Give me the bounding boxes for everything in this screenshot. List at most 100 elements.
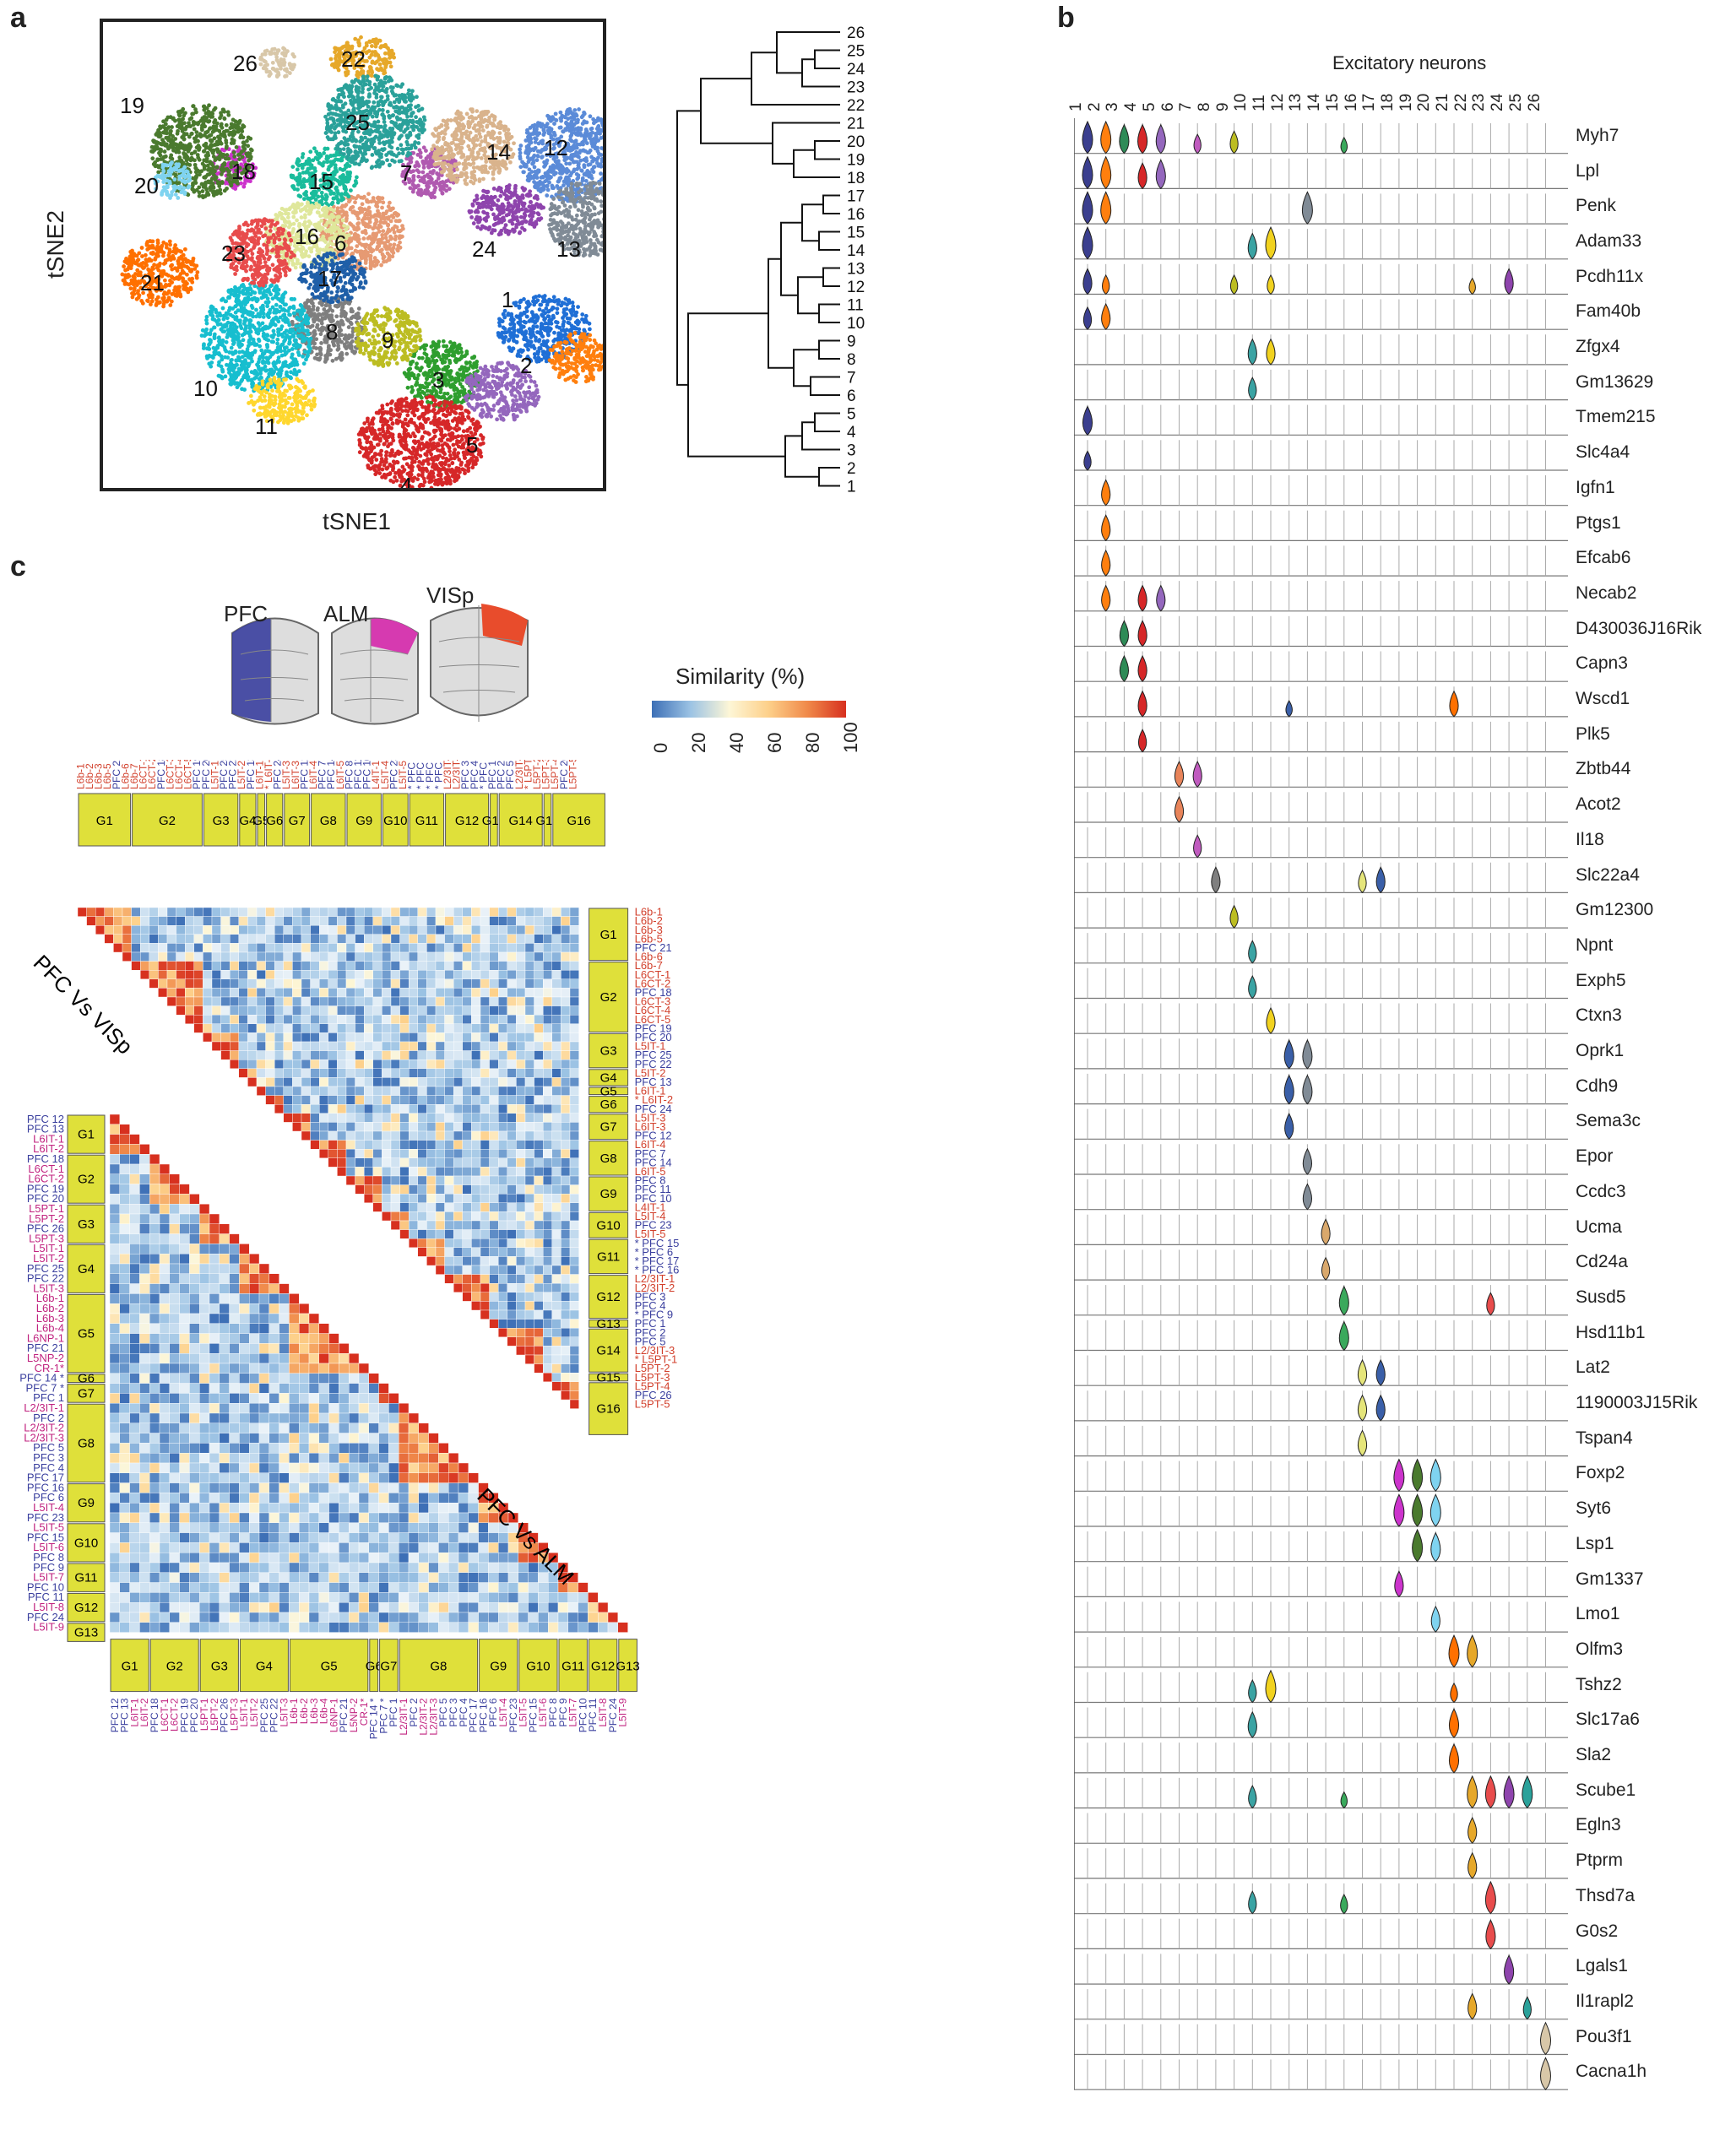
- alm-cell: [229, 1293, 240, 1304]
- dendrogram-branch: [801, 203, 823, 242]
- visp-cell: [417, 916, 427, 926]
- alm-cell: [119, 1184, 130, 1195]
- alm-cell: [169, 1303, 180, 1314]
- violin-shape: [1448, 1634, 1460, 1668]
- violin-shape: [1174, 795, 1185, 823]
- visp-cell: [355, 1130, 365, 1141]
- alm-cell: [109, 1173, 121, 1184]
- visp-cell: [534, 1077, 544, 1087]
- visp-cell: [561, 1157, 571, 1168]
- visp-column-label: L5PT-3: [540, 760, 552, 789]
- visp-cell: [498, 988, 508, 998]
- violin-shape: [1468, 277, 1476, 295]
- visp-group-label: G3: [600, 1044, 617, 1059]
- visp-cell: [569, 1381, 579, 1391]
- alm-cell: [159, 1363, 171, 1374]
- visp-cell: [364, 1032, 374, 1043]
- alm-cell: [229, 1572, 240, 1583]
- visp-cell: [364, 934, 374, 944]
- visp-cell: [337, 1140, 347, 1150]
- alm-cell: [219, 1453, 230, 1464]
- visp-cell: [426, 1175, 437, 1185]
- alm-cell: [418, 1493, 429, 1504]
- alm-cell: [328, 1373, 339, 1384]
- visp-cell: [534, 1023, 544, 1033]
- alm-cell: [458, 1592, 469, 1603]
- alm-cell: [189, 1283, 200, 1294]
- violin-shape: [1100, 191, 1112, 225]
- alm-cell: [189, 1233, 200, 1244]
- alm-cell: [339, 1493, 350, 1504]
- visp-cell: [211, 907, 221, 917]
- alm-cell: [279, 1612, 290, 1623]
- visp-cell: [399, 1184, 410, 1195]
- visp-cell: [480, 1256, 490, 1266]
- gene-label: Oprk1: [1576, 1041, 1625, 1061]
- visp-cell: [372, 1113, 382, 1123]
- violin-shape: [1137, 584, 1147, 612]
- visp-cell: [193, 969, 203, 979]
- visp-cell: [524, 1328, 534, 1338]
- visp-cell: [498, 1077, 508, 1087]
- alm-cell: [149, 1244, 160, 1255]
- alm-cell: [408, 1512, 420, 1524]
- alm-cell: [418, 1433, 429, 1444]
- alm-cell: [418, 1572, 429, 1583]
- visp-group-label: G16: [567, 814, 590, 828]
- alm-cell: [299, 1343, 310, 1354]
- violin-shape: [1155, 123, 1166, 154]
- alm-cell: [418, 1562, 429, 1574]
- visp-cell: [390, 943, 400, 953]
- alm-cell: [399, 1493, 410, 1504]
- alm-cell: [149, 1213, 160, 1225]
- alm-cell: [229, 1244, 240, 1255]
- alm-cell: [139, 1462, 150, 1474]
- alm-cell: [139, 1323, 150, 1334]
- visp-cell: [382, 996, 392, 1006]
- alm-cell: [448, 1542, 459, 1553]
- alm-cell: [308, 1353, 320, 1364]
- visp-cell: [507, 1032, 517, 1043]
- alm-cell: [149, 1412, 160, 1424]
- visp-cell: [283, 916, 293, 926]
- visp-cell: [462, 1194, 472, 1204]
- visp-cell: [283, 961, 293, 971]
- gene-label: Lsp1: [1576, 1533, 1614, 1553]
- alm-cell: [318, 1343, 329, 1354]
- visp-cell: [274, 1032, 285, 1043]
- visp-cell: [372, 1184, 382, 1195]
- alm-cell: [149, 1612, 160, 1623]
- alm-cell: [239, 1412, 250, 1424]
- alm-cell: [299, 1393, 310, 1404]
- tsne-cluster-label: 15: [309, 169, 334, 194]
- alm-cell: [578, 1602, 589, 1613]
- tsne-cluster-label: 5: [466, 432, 478, 458]
- visp-row-label: L6b-7: [635, 959, 663, 972]
- alm-cell: [269, 1383, 279, 1394]
- visp-cell: [345, 1041, 355, 1051]
- visp-cell: [390, 1095, 400, 1105]
- alm-cell: [289, 1353, 300, 1364]
- visp-cell: [355, 1140, 365, 1150]
- visp-cell: [534, 907, 544, 917]
- visp-cell: [345, 1157, 355, 1168]
- visp-cell: [345, 969, 355, 979]
- visp-cell: [551, 978, 561, 989]
- visp-cell: [543, 1256, 553, 1266]
- visp-cell: [516, 1220, 526, 1230]
- alm-cell: [139, 1313, 150, 1325]
- alm-cell: [438, 1582, 449, 1593]
- visp-column-label: L5IT-5: [397, 761, 409, 789]
- visp-cell: [409, 1184, 419, 1195]
- visp-cell: [292, 1077, 302, 1087]
- visp-cell: [498, 1104, 508, 1114]
- visp-cell: [283, 1032, 293, 1043]
- alm-cell: [169, 1194, 180, 1205]
- visp-group-label: G7: [289, 814, 306, 828]
- alm-cell: [478, 1542, 489, 1553]
- visp-cell: [301, 1113, 311, 1123]
- alm-cell: [349, 1493, 360, 1504]
- alm-cell: [239, 1383, 250, 1394]
- visp-cell: [382, 988, 392, 998]
- visp-cell: [444, 1149, 454, 1159]
